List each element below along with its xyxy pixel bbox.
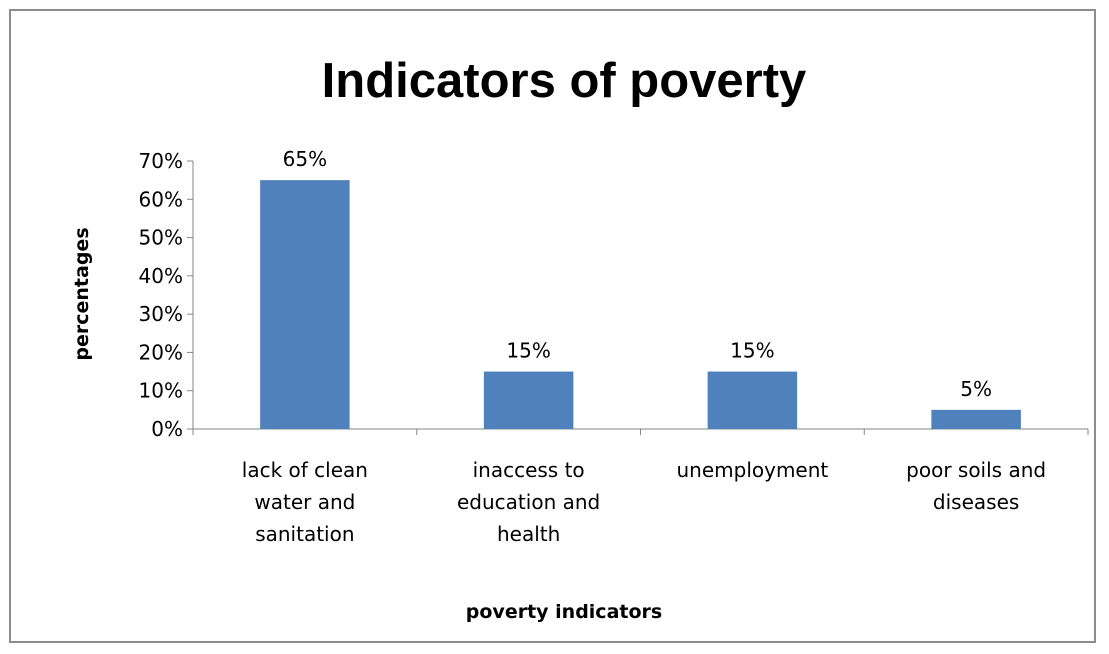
- category-label: sanitation: [255, 522, 354, 546]
- y-tick-label: 0%: [151, 417, 183, 441]
- data-label: 65%: [283, 147, 327, 171]
- y-tick-label: 60%: [139, 187, 183, 211]
- y-tick-label: 40%: [139, 264, 183, 288]
- category-label: unemployment: [676, 458, 828, 482]
- bar-chart: Indicators of poverty percentages povert…: [71, 54, 1089, 623]
- category-label: water and: [254, 490, 355, 514]
- chart-title: Indicators of poverty: [322, 54, 807, 108]
- data-label: 15%: [730, 339, 774, 363]
- y-axis-title: percentages: [71, 227, 93, 360]
- category-label: health: [497, 522, 560, 546]
- bar: [707, 371, 798, 429]
- bar: [260, 180, 350, 429]
- y-tick-label: 50%: [139, 226, 183, 250]
- bar: [931, 409, 1021, 429]
- data-label: 15%: [506, 339, 550, 363]
- x-axis-title: poverty indicators: [466, 601, 662, 623]
- chart-frame: Indicators of poverty percentages povert…: [9, 9, 1096, 643]
- category-label: poor soils and: [906, 458, 1046, 482]
- bar: [483, 371, 574, 429]
- plot-area: 0% 10% 20% 30% 40% 50% 60% 70% 65% lack of clean w…: [139, 147, 1089, 546]
- category-label: education and: [457, 490, 600, 514]
- y-tick-label: 30%: [139, 302, 183, 326]
- category-label: diseases: [933, 490, 1019, 514]
- y-tick-label: 20%: [139, 340, 183, 364]
- category-label: inaccess to: [473, 458, 585, 482]
- category-label: lack of clean: [242, 458, 368, 482]
- data-label: 5%: [960, 377, 992, 401]
- y-tick-label: 10%: [139, 379, 183, 403]
- y-tick-label: 70%: [139, 149, 183, 173]
